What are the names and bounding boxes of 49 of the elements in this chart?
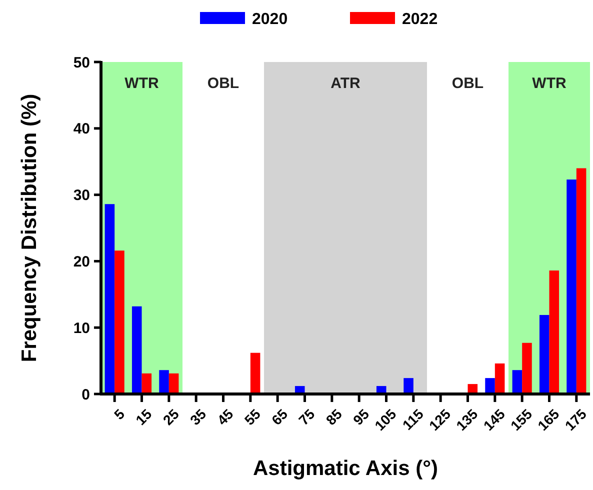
legend-label: 2022	[402, 11, 438, 28]
band-label: WTR	[124, 75, 159, 92]
x-tick-label: 75	[295, 406, 318, 428]
bar	[114, 250, 124, 394]
band-label: WTR	[532, 75, 566, 92]
bar	[104, 204, 115, 394]
x-tick-label: 115	[399, 406, 427, 434]
bar	[168, 373, 179, 394]
y-axis-title: Frequency Distribution (%)	[18, 94, 41, 362]
x-tick-label: 175	[562, 406, 590, 434]
y-tick-label: 10	[73, 320, 90, 337]
x-tick-label: 95	[350, 406, 372, 428]
bar	[485, 378, 495, 394]
legend-label: 2020	[252, 11, 288, 28]
bar	[494, 363, 505, 394]
bar	[576, 168, 586, 394]
x-tick-label: 15	[132, 406, 155, 428]
annotation: OBL	[207, 75, 240, 92]
y-tick-label: 50	[73, 54, 90, 72]
x-tick-label: 135	[452, 406, 481, 434]
x-tick-label: 85	[322, 406, 346, 428]
annotation: OBL	[452, 75, 484, 92]
x-tick-label: 145	[480, 406, 508, 434]
x-tick-label: 125	[426, 406, 454, 434]
band-label: ATR	[330, 75, 361, 92]
bar	[142, 373, 152, 394]
y-tick-label: 20	[73, 253, 90, 270]
bar	[250, 352, 260, 394]
y-tick-label: 40	[73, 120, 90, 138]
x-tick-label: 45	[214, 406, 236, 428]
x-axis-title: Astigmatic Axis (°)	[253, 457, 438, 480]
bar	[522, 342, 532, 394]
bar	[159, 370, 169, 394]
bar	[539, 314, 550, 394]
y-tick-label: 0	[82, 386, 90, 404]
bar	[566, 180, 576, 394]
x-tick-label: 65	[268, 406, 291, 428]
x-tick-label: 155	[507, 406, 536, 434]
bar	[512, 370, 522, 394]
x-tick-label: 105	[371, 406, 400, 434]
x-tick-label: 35	[186, 406, 210, 428]
bar	[132, 306, 142, 394]
bar	[549, 270, 560, 394]
bar	[404, 378, 414, 394]
y-tick-label: 30	[73, 187, 90, 204]
x-tick-label: 55	[241, 406, 264, 428]
x-tick-label: 5	[110, 406, 128, 423]
x-tick-label: 25	[160, 406, 182, 428]
x-tick-label: 165	[534, 406, 562, 434]
